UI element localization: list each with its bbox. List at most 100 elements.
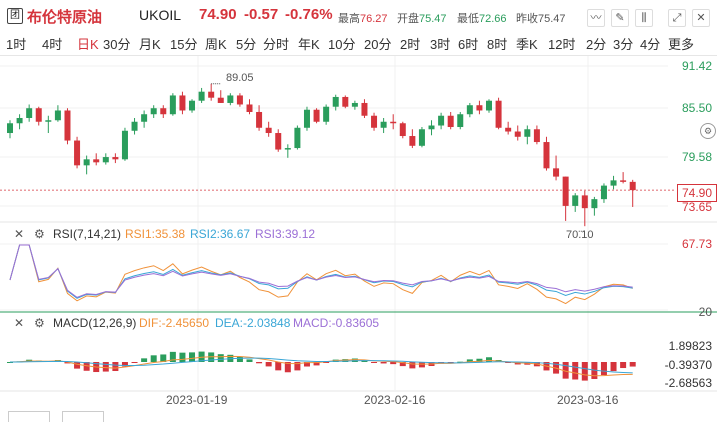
- candle: [112, 157, 119, 160]
- close-icon[interactable]: ✕: [692, 9, 710, 27]
- macd-bar: [150, 355, 157, 362]
- edit-icon[interactable]: ✎: [611, 9, 629, 27]
- macd-header: ✕ ⚙ MACD(12,26,9) DIF:-2.45650 DEA:-2.03…: [0, 314, 717, 332]
- macd-bar: [7, 362, 13, 363]
- candle: [418, 129, 425, 146]
- candle: [275, 133, 282, 150]
- candle: [256, 111, 263, 128]
- candle: [514, 131, 521, 137]
- macd-bar: [457, 361, 464, 363]
- dif-line: [9, 355, 633, 377]
- candle: [83, 159, 90, 166]
- candle-settings-icon[interactable]: ⫼: [635, 9, 653, 27]
- candle: [371, 115, 378, 128]
- macd-bar: [409, 362, 416, 369]
- candle: [150, 108, 157, 115]
- min-annotation: 70.10: [566, 229, 594, 241]
- price-axis-label: 67.73: [681, 237, 712, 251]
- rsi-axis-label: 20: [698, 305, 712, 319]
- tab-20m[interactable]: 20分: [364, 37, 392, 52]
- tab-daily[interactable]: 日K: [77, 37, 99, 52]
- candle: [572, 195, 579, 206]
- tab-12h[interactable]: 12时: [548, 37, 576, 52]
- tab-2h[interactable]: 2时: [400, 37, 421, 52]
- stat-open: 开盘75.47: [397, 13, 447, 25]
- tab-3h[interactable]: 3时: [430, 37, 451, 52]
- macd-bar: [275, 362, 282, 371]
- quote-header: 团 布伦特原油 UKOIL 74.90 -0.57 -0.76% 最高76.27…: [0, 0, 717, 30]
- instrument-name: 布伦特原油: [27, 9, 103, 26]
- tab-timeshare[interactable]: 分时: [263, 37, 290, 52]
- candle: [141, 114, 148, 122]
- macd-dif: DIF:-2.45650: [139, 316, 210, 330]
- close-icon[interactable]: 团: [7, 8, 23, 24]
- dea-line: [9, 357, 633, 374]
- period-tabs: 1时 4时 日K 30分 月K 15分 周K 5分 分时 年K 10分 20分 …: [0, 31, 717, 53]
- tab-15m[interactable]: 15分: [170, 37, 198, 52]
- macd-bar: [112, 362, 119, 372]
- expand-icon[interactable]: ⤢: [668, 9, 686, 27]
- candle: [45, 120, 52, 122]
- candle: [591, 199, 598, 209]
- candle: [476, 105, 483, 111]
- tab-1h[interactable]: 1时: [6, 37, 27, 52]
- tab-yearly[interactable]: 年K: [298, 37, 320, 52]
- rsi-header: ✕ ⚙ RSI(7,14,21) RSI1:35.38 RSI2:36.67 R…: [0, 225, 717, 243]
- rsi3-line: [9, 244, 633, 298]
- candle: [486, 100, 492, 111]
- candle: [409, 136, 416, 146]
- macd-bar: [141, 358, 148, 362]
- macd-bar: [246, 359, 253, 362]
- rsi-title: RSI(7,14,21): [53, 227, 122, 241]
- tab-10m[interactable]: 10分: [328, 37, 356, 52]
- tab-monthly[interactable]: 月K: [139, 37, 161, 52]
- candle: [553, 168, 560, 177]
- candle: [7, 123, 13, 134]
- candle: [332, 96, 339, 107]
- tab-8h[interactable]: 8时: [487, 37, 508, 52]
- close-icon[interactable]: ✕: [14, 316, 25, 330]
- candle: [581, 195, 588, 209]
- tab-30m[interactable]: 30分: [103, 37, 131, 52]
- candle: [294, 127, 301, 149]
- tab-4m[interactable]: 4分: [640, 37, 661, 52]
- tab-4h[interactable]: 4时: [42, 37, 63, 52]
- candle: [54, 110, 61, 121]
- candle: [189, 100, 196, 111]
- stat-low: 最低72.66: [457, 13, 507, 25]
- rsi1-value: RSI1:35.38: [125, 227, 186, 241]
- close-icon[interactable]: ✕: [14, 227, 25, 241]
- macd-bar: [610, 362, 617, 372]
- candle: [543, 142, 550, 169]
- price-axis-label: 85.50: [681, 101, 712, 115]
- max-annotation: 89.05: [226, 72, 254, 84]
- candle: [610, 180, 617, 186]
- candle: [265, 127, 272, 134]
- macd-bar: [64, 362, 71, 364]
- stat-prev-close: 昨收75.47: [516, 13, 566, 25]
- tab-5m[interactable]: 5分: [236, 37, 257, 52]
- line-chart-icon[interactable]: 〰: [587, 9, 605, 27]
- tab-2m[interactable]: 2分: [586, 37, 607, 52]
- candle: [284, 148, 291, 150]
- macd-bar: [74, 362, 81, 369]
- macd-axis-label: -0.39370: [664, 358, 712, 372]
- candle: [620, 180, 627, 182]
- settings-icon[interactable]: ⚙: [700, 123, 716, 139]
- macd-bar: [399, 362, 406, 367]
- candle: [438, 115, 445, 126]
- macd-bar: [236, 356, 243, 362]
- tab-more[interactable]: 更多: [668, 37, 695, 52]
- candle: [313, 109, 320, 122]
- gear-icon[interactable]: ⚙: [34, 316, 45, 330]
- macd-bar: [294, 362, 301, 371]
- gear-icon[interactable]: ⚙: [34, 227, 45, 241]
- tab-quarterly[interactable]: 季K: [516, 37, 538, 52]
- tab-weekly[interactable]: 周K: [205, 37, 227, 52]
- tab-3m[interactable]: 3分: [613, 37, 634, 52]
- candle: [74, 140, 81, 166]
- candle: [26, 108, 33, 118]
- last-price: 74.90: [199, 6, 237, 23]
- tab-6h[interactable]: 6时: [458, 37, 479, 52]
